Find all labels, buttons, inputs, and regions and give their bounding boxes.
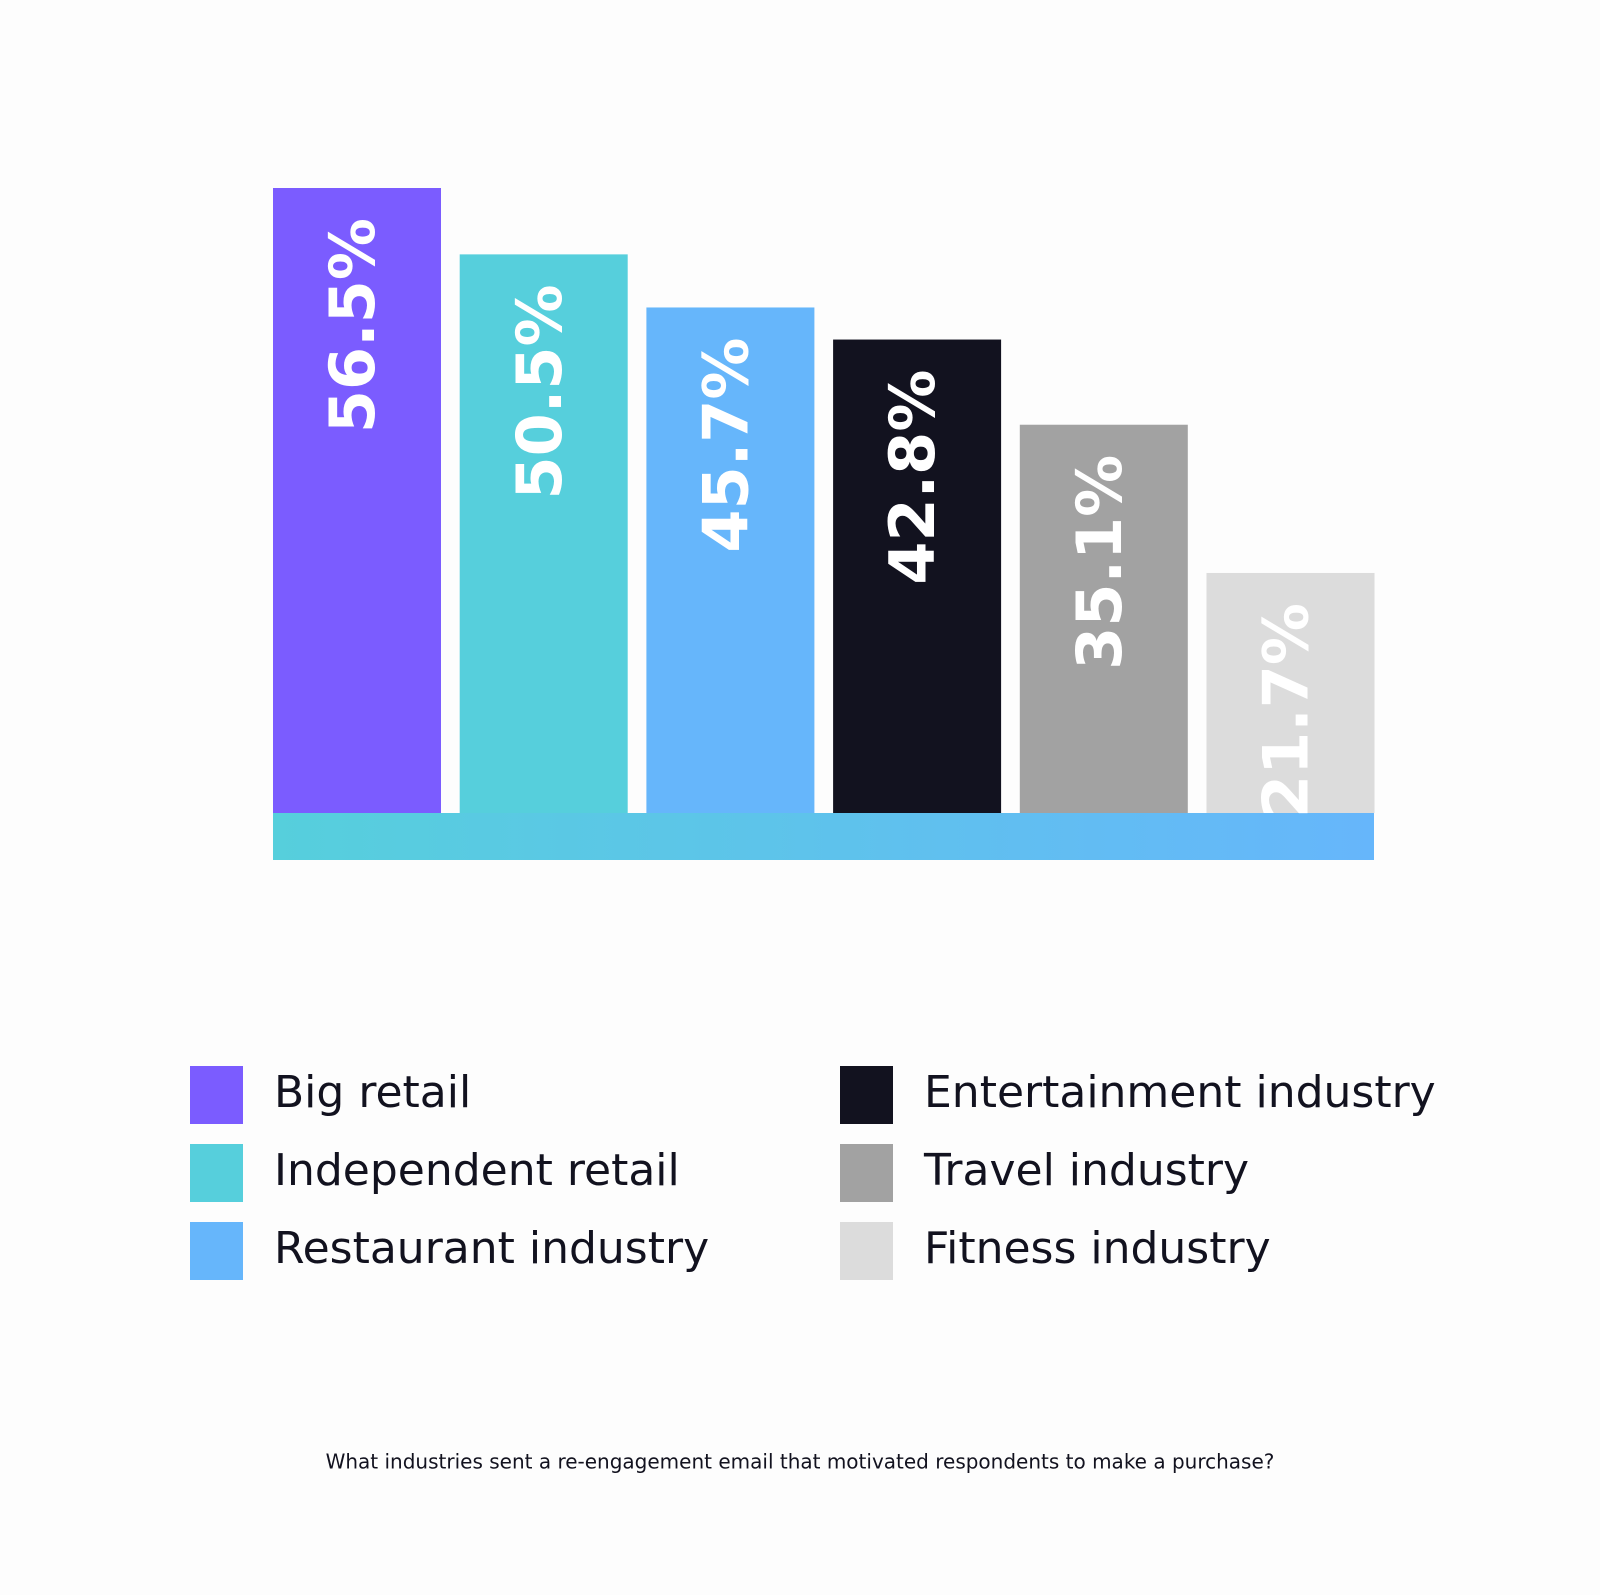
- legend-swatch: [840, 1144, 893, 1202]
- value-label: 42.8%: [876, 370, 949, 585]
- baseline-band: [273, 813, 1374, 860]
- legend-swatch: [840, 1222, 893, 1280]
- legend-label: Big retail: [274, 1067, 471, 1118]
- legend-swatch: [190, 1144, 243, 1202]
- value-label: 21.7%: [1250, 603, 1323, 818]
- bar: [459, 254, 628, 813]
- bar: [273, 188, 441, 813]
- legend-label: Restaurant industry: [274, 1223, 709, 1274]
- bar: [833, 339, 1002, 813]
- legend-label: Fitness industry: [924, 1223, 1271, 1274]
- value-label: 56.5%: [316, 218, 389, 433]
- legend-swatch: [190, 1222, 243, 1280]
- value-label: 35.1%: [1063, 455, 1136, 670]
- value-label: 50.5%: [503, 284, 576, 499]
- bar: [1019, 424, 1188, 813]
- value-label: 45.7%: [689, 337, 762, 552]
- legend-label: Travel industry: [923, 1145, 1249, 1196]
- legend-label: Independent retail: [274, 1145, 680, 1196]
- legend-swatch: [190, 1066, 243, 1124]
- legend-label: Entertainment industry: [924, 1067, 1436, 1118]
- legend-swatch: [840, 1066, 893, 1124]
- bar: [1206, 572, 1375, 813]
- bar: [646, 307, 815, 813]
- caption: What industries sent a re-engagement ema…: [326, 1450, 1275, 1474]
